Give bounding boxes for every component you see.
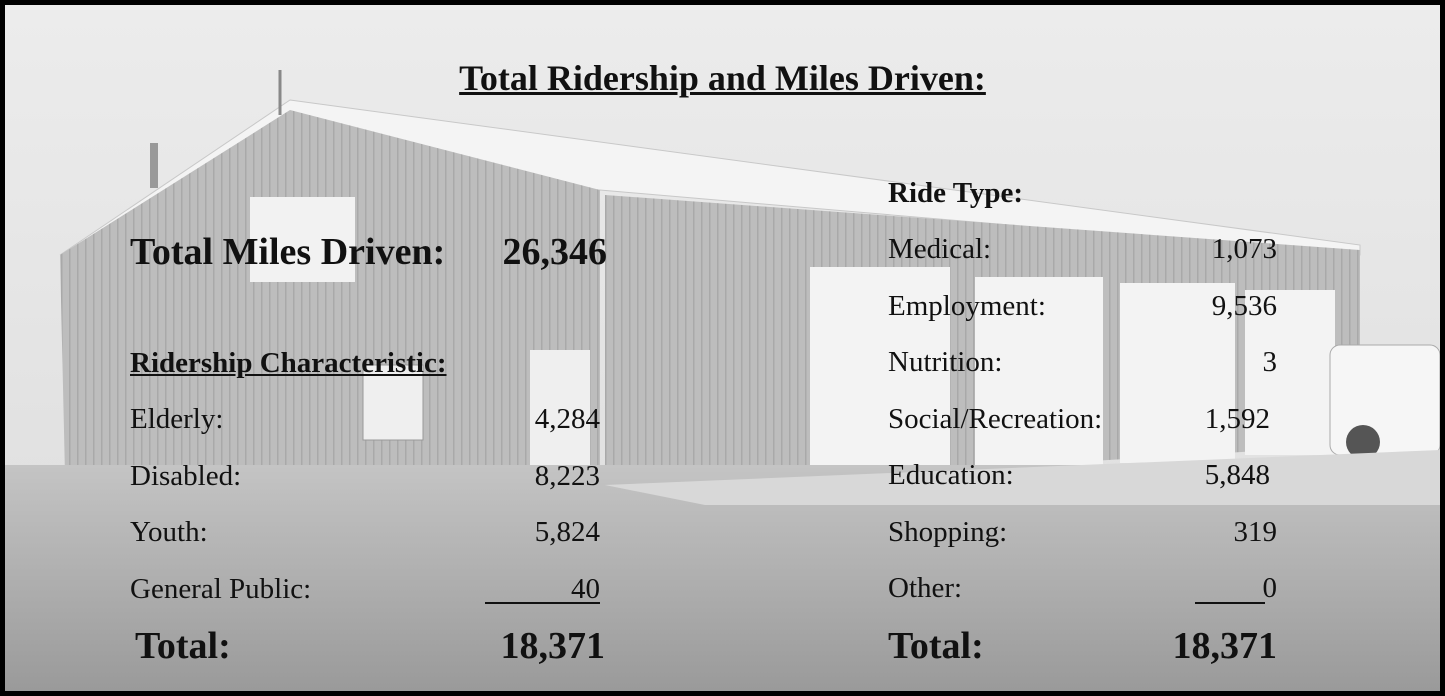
ridership-total-value: 18,371 — [500, 625, 606, 667]
row-label: Youth: — [130, 516, 208, 548]
row-label: Nutrition: — [888, 346, 1003, 378]
ride-type-heading: Ride Type: — [888, 177, 1024, 209]
row-value: 1,073 — [1211, 233, 1277, 265]
row-value: 3 — [1262, 346, 1278, 378]
miles-label: Total Miles Driven: — [130, 231, 446, 273]
row-value: 40 — [571, 572, 600, 605]
row-value: 8,223 — [534, 459, 600, 492]
row-value: 5,824 — [534, 516, 600, 548]
row-label: Employment: — [888, 289, 1046, 322]
background-photo — [5, 5, 1440, 691]
row-value: 0 — [1262, 572, 1278, 604]
row-label: Social/Recreation: — [888, 402, 1103, 435]
row-label: General Public: — [130, 572, 312, 605]
title: Total Ridership and Miles Driven: — [459, 58, 986, 98]
row-value: 319 — [1233, 515, 1278, 548]
ride-type-total-value: 18,371 — [1172, 625, 1278, 667]
row-value: 5,848 — [1204, 459, 1270, 491]
row-value: 9,536 — [1211, 289, 1277, 322]
underline — [1195, 602, 1265, 604]
underline — [485, 602, 600, 604]
row-label: Shopping: — [888, 515, 1008, 548]
row-label: Disabled: — [130, 459, 242, 492]
row-label: Medical: — [888, 233, 992, 265]
miles-value: 26,346 — [502, 231, 608, 273]
ridership-total-label: Total: — [135, 625, 231, 667]
ridership-heading: Ridership Characteristic: — [130, 347, 447, 379]
row-label: Other: — [888, 572, 963, 604]
row-label: Education: — [888, 459, 1014, 491]
ride-type-total-label: Total: — [888, 625, 984, 667]
row-label: Elderly: — [130, 403, 224, 435]
row-value: 4,284 — [534, 403, 600, 435]
row-value: 1,592 — [1204, 402, 1270, 435]
